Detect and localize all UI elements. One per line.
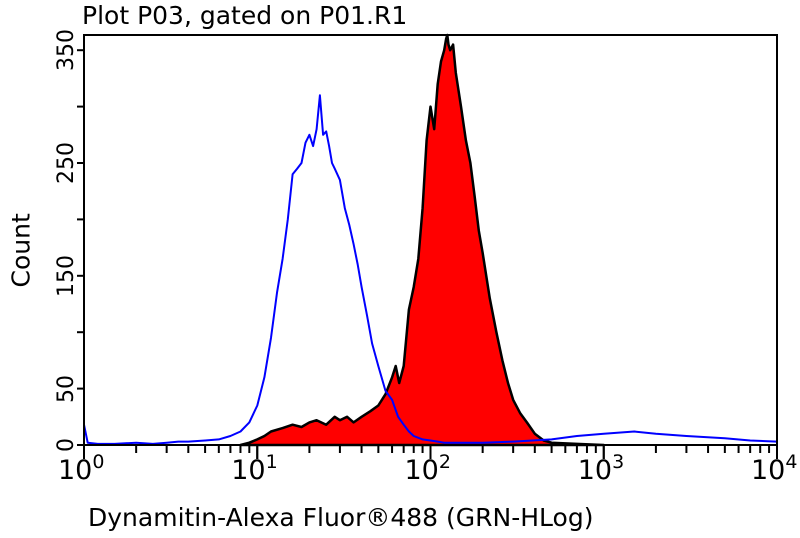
x-tick-label: 104 <box>751 451 798 486</box>
series-layer <box>83 33 778 447</box>
sample-histogram <box>239 33 606 447</box>
y-tick-label: 50 <box>54 374 79 403</box>
axis-ticks <box>77 49 778 459</box>
x-axis-label: Dynamitin-Alexa Fluor®488 (GRN-HLog) <box>88 503 594 532</box>
x-tick-label: 103 <box>577 451 625 486</box>
control-histogram <box>83 94 778 445</box>
x-tick-label: 101 <box>231 451 278 486</box>
chart-title: Plot P03, gated on P01.R1 <box>82 1 408 30</box>
y-tick-label: 350 <box>54 29 79 72</box>
x-tick-label: 102 <box>404 451 451 486</box>
y-tick-label: 150 <box>54 254 79 297</box>
x-tick-label: 100 <box>58 451 105 486</box>
y-tick-label: 250 <box>54 142 79 184</box>
y-tick-label: 0 <box>54 438 79 452</box>
